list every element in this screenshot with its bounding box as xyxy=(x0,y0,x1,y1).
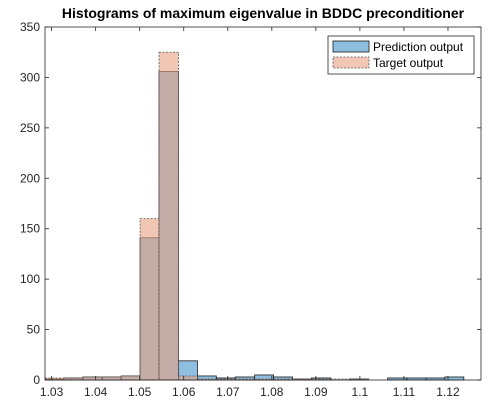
axes-box xyxy=(44,26,482,381)
y-tick-label: 200 xyxy=(20,171,40,185)
legend: Prediction output Target output xyxy=(327,35,475,75)
histogram-bar xyxy=(120,375,141,381)
y-tick-label: 100 xyxy=(20,272,40,286)
histogram-bar xyxy=(158,51,179,381)
histogram-bar xyxy=(82,376,103,381)
axes: 1.03 1.04 1.05 1.06 1.07 1.08 1.09 1.1 1.11 1.12 0… xyxy=(20,20,482,399)
x-tick-label: 1.03 xyxy=(40,385,64,399)
x-tick-label: 1.12 xyxy=(436,385,460,399)
legend-label: Target output xyxy=(373,56,444,70)
y-tick-label: 350 xyxy=(20,20,40,34)
y-tick-label: 0 xyxy=(33,373,40,387)
histogram-bar xyxy=(178,375,198,381)
histogram-bar xyxy=(234,378,256,381)
x-tick-label: 1.06 xyxy=(172,385,196,399)
histogram-bar xyxy=(44,377,65,381)
x-tick-label: 1.08 xyxy=(260,385,284,399)
y-tick-label: 250 xyxy=(20,121,40,135)
legend-label: Prediction output xyxy=(373,40,464,54)
x-tick-label: 1.11 xyxy=(393,385,416,399)
histogram-bar xyxy=(101,376,122,381)
legend-swatch xyxy=(332,56,370,69)
legend-swatch xyxy=(332,40,370,53)
y-tick-label: 50 xyxy=(27,323,41,337)
histogram-bar xyxy=(139,218,160,381)
x-tick-label: 1.1 xyxy=(352,385,369,399)
plot-background xyxy=(45,27,481,380)
histogram-bar xyxy=(63,377,84,381)
y-tick-label: 150 xyxy=(20,222,40,236)
x-tick-label: 1.05 xyxy=(128,385,152,399)
y-tick-label: 300 xyxy=(20,70,40,84)
x-tick-label: 1.09 xyxy=(304,385,328,399)
chart-title: Histograms of maximum eigenvalue in BDDC… xyxy=(62,5,465,21)
x-tick-label: 1.04 xyxy=(84,385,108,399)
histogram-bar xyxy=(311,378,332,381)
x-tick-label: 1.07 xyxy=(216,385,240,399)
series-target xyxy=(44,51,370,381)
plot-area xyxy=(44,27,481,381)
